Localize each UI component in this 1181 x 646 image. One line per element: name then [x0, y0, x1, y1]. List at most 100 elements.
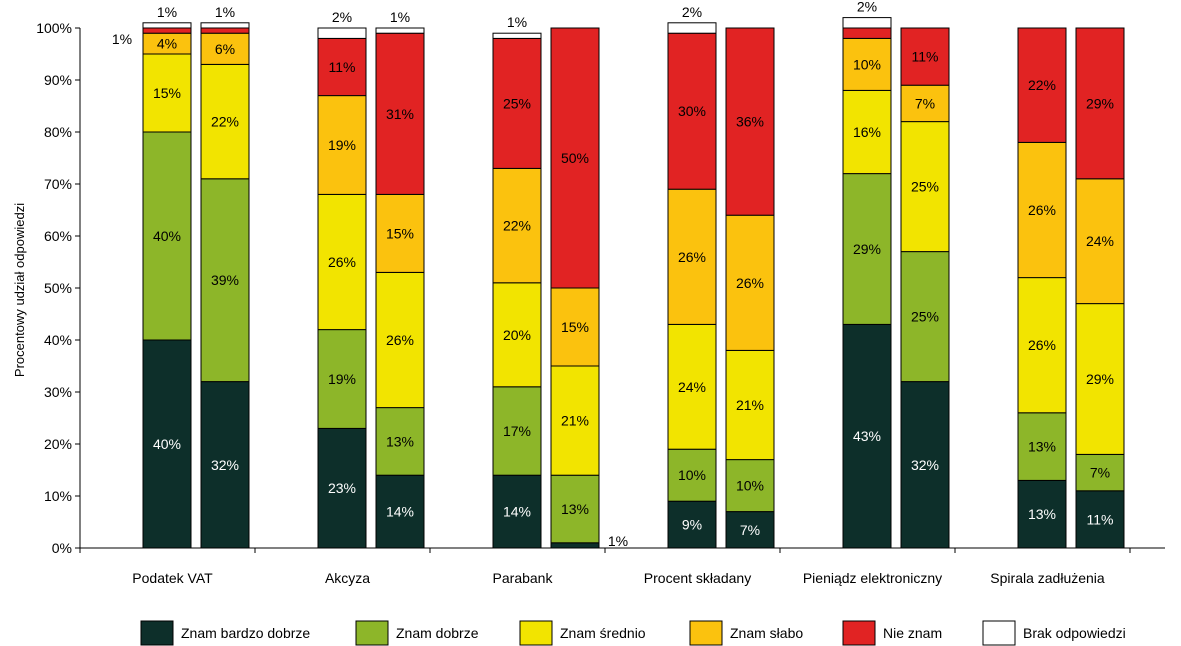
bar-segment: [550, 365, 600, 476]
bar-segment: [900, 381, 950, 549]
bar-segment: [375, 27, 425, 34]
y-tick-label: 80%: [44, 124, 72, 140]
bar-segment: [550, 542, 600, 549]
x-axis: Podatek VAT Akcyza Parabank Procent składan…: [79, 547, 1165, 586]
legend-label: Znam słabo: [730, 625, 803, 641]
y-axis: 0% 10% 20% 30% 40% 50% 60% 70% 80% 90% 100%: [36, 20, 81, 556]
bar-data-label: 1%: [157, 4, 177, 20]
bar-segment: [375, 407, 425, 476]
bar-labels: 40% 40% 15% 4% 1% 1% 32% 39% 22% 6% 1% 23% 19% 26% 19%…: [112, 0, 1114, 549]
legend-label: Znam bardzo dobrze: [181, 625, 310, 641]
bar-data-label: 29%: [853, 241, 881, 257]
bar-segment: [725, 27, 775, 216]
legend-swatch: [842, 620, 876, 646]
bar-segment: [900, 27, 950, 86]
bar-data-label: 7%: [915, 95, 935, 111]
bar-segment: [492, 386, 542, 476]
bar-data-label: 15%: [386, 225, 414, 241]
bar-data-label: 2%: [332, 9, 352, 25]
bar-data-label: 26%: [1028, 337, 1056, 353]
bar-segment: [900, 121, 950, 253]
bar-data-label: 40%: [153, 228, 181, 244]
y-tick-label: 40%: [44, 332, 72, 348]
y-tick-label: 90%: [44, 72, 72, 88]
bar-data-label: 26%: [328, 254, 356, 270]
x-category-label: Pieniądz elektroniczny: [803, 570, 942, 586]
bar-data-label: 6%: [215, 41, 235, 57]
bar-segment: [842, 17, 892, 29]
bar-data-label: 13%: [1028, 439, 1056, 455]
bar-segment: [200, 22, 250, 29]
bar-segment: [200, 381, 250, 549]
bar-data-label: 11%: [1087, 511, 1114, 527]
bar-segment: [667, 22, 717, 34]
bar-segment: [667, 448, 717, 502]
legend-label: Znam średnio: [560, 625, 646, 641]
bar-data-label: 14%: [503, 504, 531, 520]
bar-data-label: 39%: [211, 272, 239, 288]
bar-data-label: 10%: [736, 478, 764, 494]
bar-segment: [142, 339, 192, 549]
x-category-label: Procent składany: [644, 570, 751, 586]
legend-swatch: [982, 620, 1016, 646]
bar-data-label: 50%: [561, 150, 589, 166]
y-tick-label: 10%: [44, 488, 72, 504]
bar-data-label: 20%: [503, 327, 531, 343]
y-tick-label: 30%: [44, 384, 72, 400]
bar-data-label: 1%: [507, 14, 527, 30]
legend-swatch: [689, 620, 723, 646]
bar-data-label: 25%: [503, 95, 531, 111]
bar-segment: [550, 474, 600, 544]
bar-data-label: 31%: [386, 106, 414, 122]
bar-data-label: 40%: [153, 436, 181, 452]
bar-segment: [725, 459, 775, 513]
y-tick-label: 70%: [44, 176, 72, 192]
bar-segment: [1017, 141, 1067, 279]
bar-data-label: 7%: [1090, 465, 1110, 481]
legend: Znam bardzo dobrze Znam dobrze Znam średni…: [140, 620, 1126, 646]
bar-data-label: 21%: [736, 397, 764, 413]
x-category-label: Akcyza: [325, 570, 370, 586]
legend-label: Brak odpowiedzi: [1023, 625, 1126, 641]
bar-segment: [667, 32, 717, 190]
bar-data-label: 17%: [503, 423, 531, 439]
bar-data-label: 7%: [740, 522, 760, 538]
bar-segment: [492, 32, 542, 39]
bar-data-label: 21%: [561, 413, 589, 429]
bar-data-label: 15%: [153, 85, 181, 101]
bar-data-label: 13%: [1028, 506, 1056, 522]
bar-segment: [1075, 490, 1125, 549]
bar-data-label: 19%: [328, 137, 356, 153]
y-tick-label: 60%: [44, 228, 72, 244]
bar-segment: [1075, 303, 1125, 455]
bar-segment: [142, 53, 192, 133]
legend-swatch: [519, 620, 553, 646]
bar-data-label: 23%: [328, 480, 356, 496]
bar-data-label: 22%: [503, 218, 531, 234]
bar-segment: [200, 27, 250, 34]
bar-segment: [1075, 178, 1125, 305]
bar-data-label: 26%: [678, 249, 706, 265]
bar-segment: [667, 500, 717, 549]
bar-data-label: 25%: [911, 309, 939, 325]
y-tick-label: 50%: [44, 280, 72, 296]
bar-segment: [200, 63, 250, 180]
bar-data-label: 14%: [386, 504, 414, 520]
legend-label: Nie znam: [883, 625, 942, 641]
bar-segment: [142, 131, 192, 341]
bar-data-label: 25%: [911, 179, 939, 195]
bar-data-label: 13%: [386, 433, 414, 449]
bar-data-label: 1%: [608, 533, 628, 549]
bar-segment: [317, 27, 367, 39]
bar-data-label: 2%: [682, 4, 702, 20]
bar-data-label: 26%: [1028, 202, 1056, 218]
bar-segment: [142, 27, 192, 34]
bar-segment: [142, 22, 192, 29]
bar-segment: [842, 323, 892, 549]
bar-data-label: 10%: [853, 56, 881, 72]
bar-data-label: 1%: [215, 4, 235, 20]
bar-segment: [1017, 479, 1067, 549]
bar-data-label: 26%: [736, 275, 764, 291]
bar-data-label: 13%: [561, 501, 589, 517]
